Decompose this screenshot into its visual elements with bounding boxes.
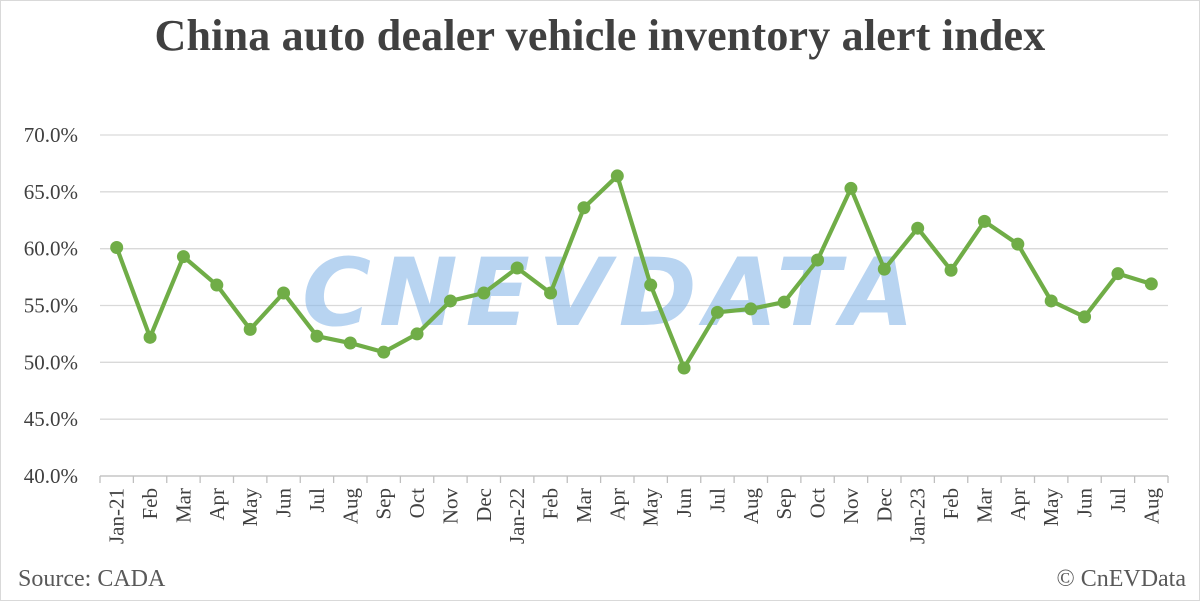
data-point — [477, 286, 491, 300]
x-tick-label: Apr — [1006, 488, 1030, 521]
data-point — [277, 286, 291, 300]
x-tick-label: Jan-21 — [105, 488, 129, 544]
x-tick-label: Aug — [338, 488, 362, 525]
source-note: Source: CADA — [18, 566, 166, 592]
x-tick-label: Feb — [539, 488, 563, 520]
data-point — [844, 181, 858, 195]
data-point — [544, 286, 558, 300]
x-tick-label: May — [1039, 488, 1063, 527]
x-tick-label: Mar — [171, 488, 195, 523]
x-tick-label: Aug — [1139, 488, 1163, 525]
chart-title: China auto dealer vehicle inventory aler… — [154, 11, 1046, 60]
data-point — [210, 278, 224, 292]
series-line — [114, 173, 1152, 371]
y-tick-label: 40.0% — [24, 464, 78, 488]
data-point — [110, 241, 124, 255]
x-tick-label: Dec — [472, 488, 496, 522]
x-tick-label: Mar — [572, 488, 596, 523]
y-tick-label: 60.0% — [24, 237, 78, 261]
data-point — [310, 329, 324, 343]
data-point — [1044, 294, 1058, 308]
watermark-logo: CNEVDATA — [302, 239, 922, 348]
x-tick-label: Jul — [1106, 488, 1130, 513]
x-tick-label: Jun — [672, 488, 696, 518]
y-tick-label: 45.0% — [24, 407, 78, 431]
y-tick-label: 55.0% — [24, 294, 78, 318]
y-tick-label: 50.0% — [24, 350, 78, 374]
x-tick-label: Feb — [138, 488, 162, 520]
x-tick-label: Apr — [205, 488, 229, 521]
data-point — [1111, 267, 1125, 281]
data-point — [1078, 310, 1092, 324]
data-point — [811, 253, 825, 267]
x-tick-label: Sep — [372, 488, 396, 520]
x-tick-label: Oct — [405, 488, 429, 518]
data-point — [510, 261, 524, 275]
data-series — [110, 169, 1158, 375]
x-tick-label: May — [238, 488, 262, 527]
data-point — [410, 327, 424, 341]
data-point — [977, 214, 991, 228]
x-tick-label: Jan-23 — [906, 488, 930, 544]
data-point — [1011, 237, 1025, 251]
x-tick-label: May — [639, 488, 663, 527]
data-point — [877, 262, 891, 276]
x-tick-label: Nov — [839, 488, 863, 525]
x-tick-label: Jul — [305, 488, 329, 513]
x-tick-label: Apr — [605, 488, 629, 521]
y-tick-label: 65.0% — [24, 180, 78, 204]
axes: 70.0% 65.0% 60.0% 55.0% 50.0% 45.0% 40.0% Jan-2… — [24, 123, 1169, 544]
data-point — [644, 278, 658, 292]
data-point — [777, 295, 791, 309]
x-tick-label: Sep — [772, 488, 796, 520]
data-point — [577, 201, 591, 215]
x-tick-label: Jun — [272, 488, 296, 518]
data-point — [944, 263, 958, 277]
data-point — [343, 336, 357, 350]
data-point — [610, 169, 624, 183]
y-tick-label: 70.0% — [24, 123, 78, 147]
data-point — [744, 302, 758, 316]
x-tick-label: Nov — [438, 488, 462, 525]
x-tick-label: Aug — [739, 488, 763, 525]
data-point — [176, 250, 190, 264]
x-tick-label: Jan-22 — [505, 488, 529, 544]
data-point — [243, 322, 257, 336]
x-tick-label: Oct — [806, 488, 830, 518]
data-point — [911, 221, 925, 235]
x-tick-label: Jul — [705, 488, 729, 513]
data-point — [1144, 277, 1158, 291]
x-tick-label: Jun — [1073, 488, 1097, 518]
x-tick-label: Feb — [939, 488, 963, 520]
data-point — [143, 330, 157, 344]
copyright-note: © CnEVData — [1056, 566, 1186, 592]
data-point — [377, 345, 391, 359]
x-tick-label: Mar — [972, 488, 996, 523]
x-tick-label: Dec — [872, 488, 896, 522]
data-point — [710, 305, 724, 319]
data-point — [677, 361, 691, 375]
data-point — [443, 294, 457, 308]
